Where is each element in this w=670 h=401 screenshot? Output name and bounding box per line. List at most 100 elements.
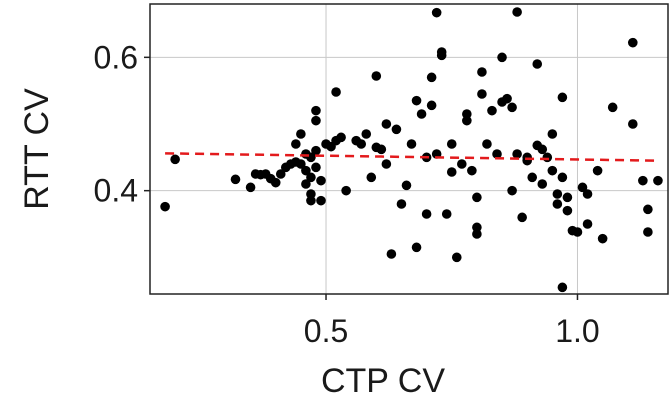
data-point: [627, 37, 638, 48]
data-point: [446, 139, 457, 149]
data-point: [557, 172, 568, 183]
plot-frame: [149, 3, 669, 295]
data-point: [557, 92, 568, 103]
data-point: [311, 162, 321, 173]
data-point: [451, 252, 462, 263]
data-point: [411, 242, 422, 253]
y-tick-label: 0.4: [94, 173, 138, 209]
data-point: [627, 119, 638, 129]
trend-line: [165, 152, 658, 162]
y-axis-label: RTT CV: [18, 88, 56, 210]
data-point: [512, 149, 522, 159]
data-point: [311, 145, 321, 156]
data-point: [245, 182, 256, 193]
data-point: [607, 102, 618, 113]
data-point: [291, 139, 301, 149]
data-point: [301, 179, 311, 189]
data-point: [401, 180, 412, 191]
data-point: [381, 119, 392, 129]
data-point: [306, 195, 316, 206]
data-point: [638, 175, 648, 186]
data-point: [391, 124, 402, 135]
data-point: [406, 139, 417, 149]
data-point: [411, 95, 422, 106]
data-point: [552, 199, 563, 209]
data-point: [316, 175, 326, 186]
x-tick-label: 0.5: [304, 313, 348, 349]
data-point: [331, 87, 341, 97]
data-point: [477, 89, 487, 99]
data-point: [512, 7, 522, 17]
data-point: [517, 212, 527, 223]
data-point: [532, 59, 543, 69]
data-point: [311, 115, 321, 126]
data-point: [502, 93, 512, 104]
data-point: [497, 52, 507, 63]
data-point: [371, 71, 382, 81]
data-point: [160, 201, 170, 212]
data-point: [316, 195, 326, 206]
data-point: [436, 50, 447, 61]
data-point: [547, 165, 558, 176]
data-point: [386, 249, 397, 259]
data-point: [492, 149, 502, 159]
data-point: [356, 139, 367, 149]
data-point: [487, 105, 497, 116]
data-point: [462, 115, 472, 126]
data-point: [472, 229, 482, 239]
data-point: [416, 109, 427, 119]
data-point: [482, 139, 492, 149]
data-point: [296, 159, 306, 169]
data-point: [426, 100, 437, 111]
data-point: [537, 179, 548, 189]
data-point: [643, 227, 653, 237]
data-point: [507, 185, 517, 196]
data-point: [431, 7, 442, 18]
data-point: [457, 159, 467, 169]
data-point: [597, 233, 608, 244]
data-point: [270, 177, 281, 188]
scatter-points: [160, 7, 663, 293]
data-point: [306, 189, 316, 199]
data-point: [170, 154, 180, 165]
data-point: [230, 174, 241, 185]
data-point: [547, 129, 558, 139]
data-point: [557, 282, 568, 293]
data-point: [507, 102, 517, 113]
data-point: [472, 192, 482, 203]
grid: [150, 4, 668, 294]
data-point: [301, 165, 311, 176]
data-point: [562, 192, 573, 203]
data-point: [441, 209, 452, 219]
data-point: [643, 204, 653, 215]
data-point: [381, 159, 392, 169]
data-point: [361, 129, 372, 139]
data-point: [275, 169, 286, 179]
trend-line-group: [165, 152, 658, 162]
data-point: [472, 222, 482, 233]
data-point: [426, 72, 437, 83]
data-point: [446, 167, 457, 177]
data-point: [527, 172, 538, 183]
data-point: [336, 132, 346, 143]
data-point: [592, 165, 603, 176]
data-point: [462, 109, 472, 119]
data-point: [562, 205, 573, 216]
data-point: [542, 152, 553, 163]
x-tick-label: 1.0: [555, 313, 599, 349]
x-axis-label: CTP CV: [321, 362, 445, 400]
data-point: [376, 144, 387, 155]
data-point: [477, 67, 487, 77]
data-point: [582, 219, 593, 229]
data-point: [572, 227, 583, 237]
y-tick-label: 0.6: [94, 39, 138, 75]
data-point: [653, 175, 663, 186]
data-point: [537, 144, 548, 155]
data-point: [306, 172, 316, 183]
data-point: [396, 199, 407, 209]
data-point: [311, 105, 321, 116]
data-point: [341, 185, 351, 196]
tick-labels: 0.5 1.0 0.4 0.6: [94, 39, 600, 349]
data-point: [577, 182, 588, 193]
